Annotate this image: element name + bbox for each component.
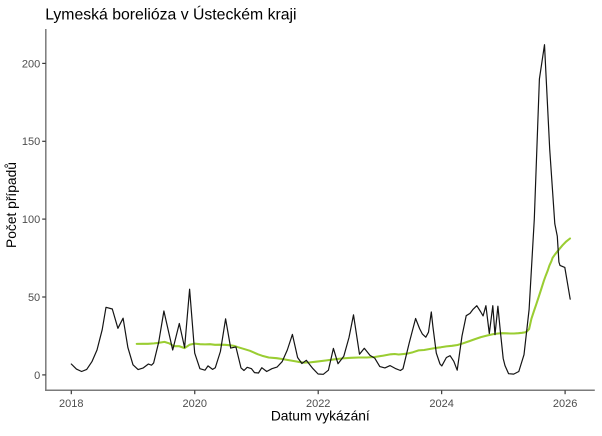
svg-text:2020: 2020	[183, 398, 207, 410]
svg-text:150: 150	[22, 136, 40, 148]
svg-text:2026: 2026	[553, 398, 577, 410]
svg-text:Počet případů: Počet případů	[4, 162, 19, 248]
svg-text:0: 0	[34, 370, 40, 382]
svg-text:50: 50	[28, 292, 40, 304]
svg-text:100: 100	[22, 214, 40, 226]
svg-text:2024: 2024	[429, 398, 453, 410]
svg-text:Lymeská borelióza v Ústeckém k: Lymeská borelióza v Ústeckém kraji	[45, 5, 296, 24]
svg-text:Datum vykázání: Datum vykázání	[271, 409, 370, 424]
svg-text:2018: 2018	[59, 398, 83, 410]
svg-text:200: 200	[22, 58, 40, 70]
svg-text:2022: 2022	[306, 398, 330, 410]
